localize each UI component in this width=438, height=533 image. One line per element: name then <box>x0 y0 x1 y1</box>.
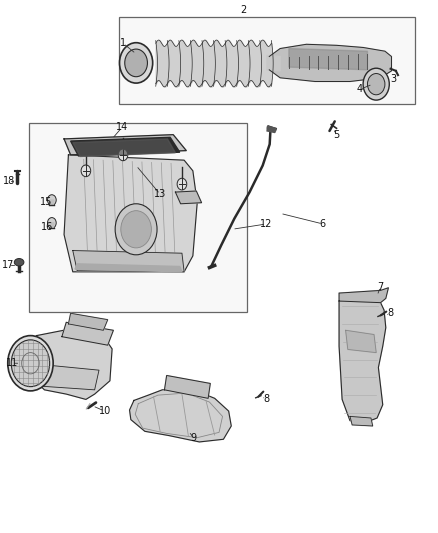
Polygon shape <box>75 264 182 272</box>
Polygon shape <box>269 44 392 82</box>
Polygon shape <box>175 191 201 204</box>
Text: 8: 8 <box>263 394 269 405</box>
Text: 13: 13 <box>154 189 166 199</box>
Circle shape <box>11 340 49 386</box>
Polygon shape <box>64 155 197 272</box>
Circle shape <box>8 336 53 391</box>
Text: 15: 15 <box>40 197 53 207</box>
Bar <box>29 123 247 312</box>
Polygon shape <box>267 55 280 71</box>
Polygon shape <box>40 365 99 390</box>
Polygon shape <box>130 387 231 442</box>
Circle shape <box>120 43 153 83</box>
Polygon shape <box>289 49 367 70</box>
Text: 7: 7 <box>378 282 384 292</box>
Text: 17: 17 <box>3 261 15 270</box>
Polygon shape <box>165 375 210 398</box>
Polygon shape <box>339 288 389 303</box>
Polygon shape <box>73 251 184 272</box>
Circle shape <box>47 217 56 228</box>
Polygon shape <box>71 138 180 156</box>
Text: 5: 5 <box>333 130 339 140</box>
Polygon shape <box>267 126 276 133</box>
Text: 10: 10 <box>99 406 111 416</box>
Text: 3: 3 <box>391 75 397 84</box>
Polygon shape <box>68 313 108 330</box>
Circle shape <box>367 74 385 95</box>
Polygon shape <box>49 223 54 228</box>
Polygon shape <box>49 200 54 205</box>
Polygon shape <box>62 322 113 345</box>
Circle shape <box>125 49 148 77</box>
Text: 11: 11 <box>6 358 18 368</box>
Circle shape <box>177 178 187 190</box>
Polygon shape <box>339 298 386 422</box>
Polygon shape <box>350 416 373 426</box>
Circle shape <box>47 195 56 205</box>
Text: 14: 14 <box>116 122 128 132</box>
Text: 9: 9 <box>191 433 197 443</box>
Polygon shape <box>21 328 112 399</box>
Circle shape <box>121 211 152 248</box>
Circle shape <box>118 149 128 161</box>
Text: 18: 18 <box>3 176 15 187</box>
Polygon shape <box>346 330 376 353</box>
Circle shape <box>363 68 389 100</box>
Text: 6: 6 <box>320 219 326 229</box>
Polygon shape <box>64 135 186 155</box>
Text: 12: 12 <box>260 219 272 229</box>
Circle shape <box>115 204 157 255</box>
Bar <box>119 17 416 104</box>
Circle shape <box>81 165 91 176</box>
Polygon shape <box>73 139 175 157</box>
Ellipse shape <box>14 259 24 266</box>
Text: 16: 16 <box>40 222 53 232</box>
Text: 4: 4 <box>357 84 363 94</box>
Text: 1: 1 <box>120 38 126 48</box>
Text: 2: 2 <box>240 5 246 15</box>
Text: 8: 8 <box>387 308 393 318</box>
